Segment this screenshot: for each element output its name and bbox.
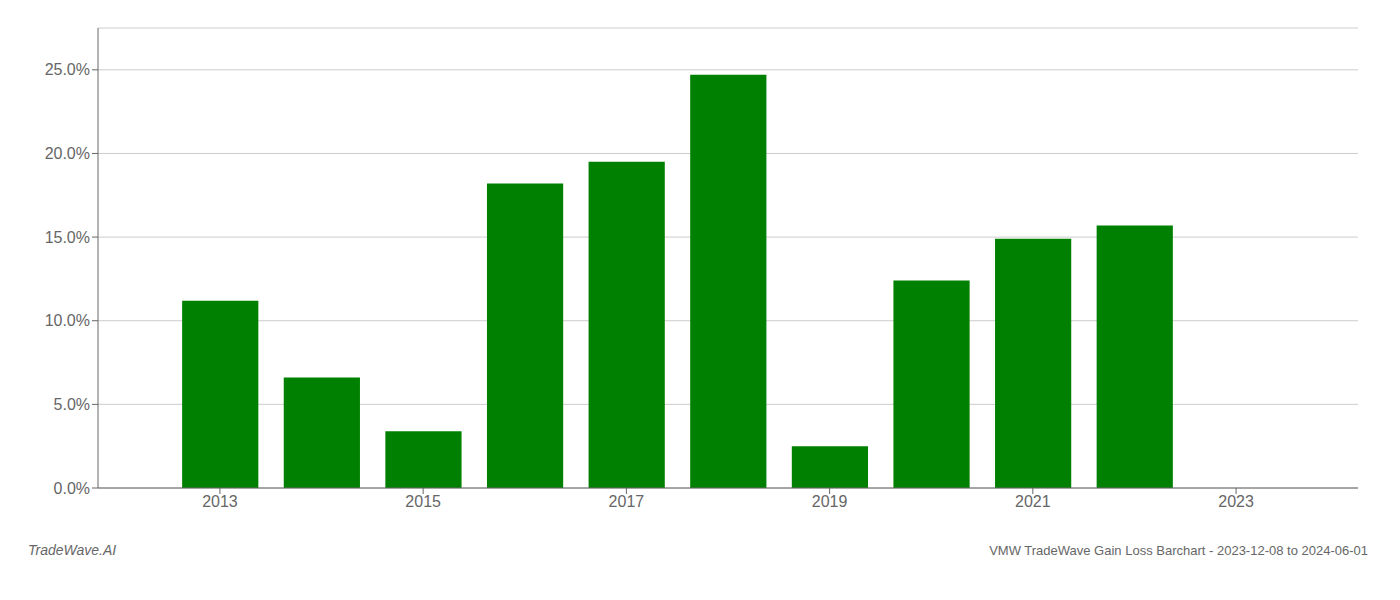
- svg-text:20.0%: 20.0%: [45, 145, 90, 162]
- html-text:TradeWave.AI: TradeWave.AI: [28, 542, 117, 558]
- svg-text:2023: 2023: [1218, 493, 1254, 510]
- svg-text:25.0%: 25.0%: [45, 61, 90, 78]
- svg-text:2019: 2019: [812, 493, 848, 510]
- svg-text:10.0%: 10.0%: [45, 312, 90, 329]
- svg-text:15.0%: 15.0%: [45, 229, 90, 246]
- svg-text:0.0%: 0.0%: [54, 480, 90, 497]
- svg-text:2021: 2021: [1015, 493, 1051, 510]
- svg-text:2015: 2015: [405, 493, 441, 510]
- html-text:VMW TradeWave Gain Loss Barcha: VMW TradeWave Gain Loss Barchart - 2023-…: [989, 543, 1368, 558]
- svg-text:2013: 2013: [202, 493, 238, 510]
- svg-text:2017: 2017: [609, 493, 645, 510]
- svg-text:5.0%: 5.0%: [54, 396, 90, 413]
